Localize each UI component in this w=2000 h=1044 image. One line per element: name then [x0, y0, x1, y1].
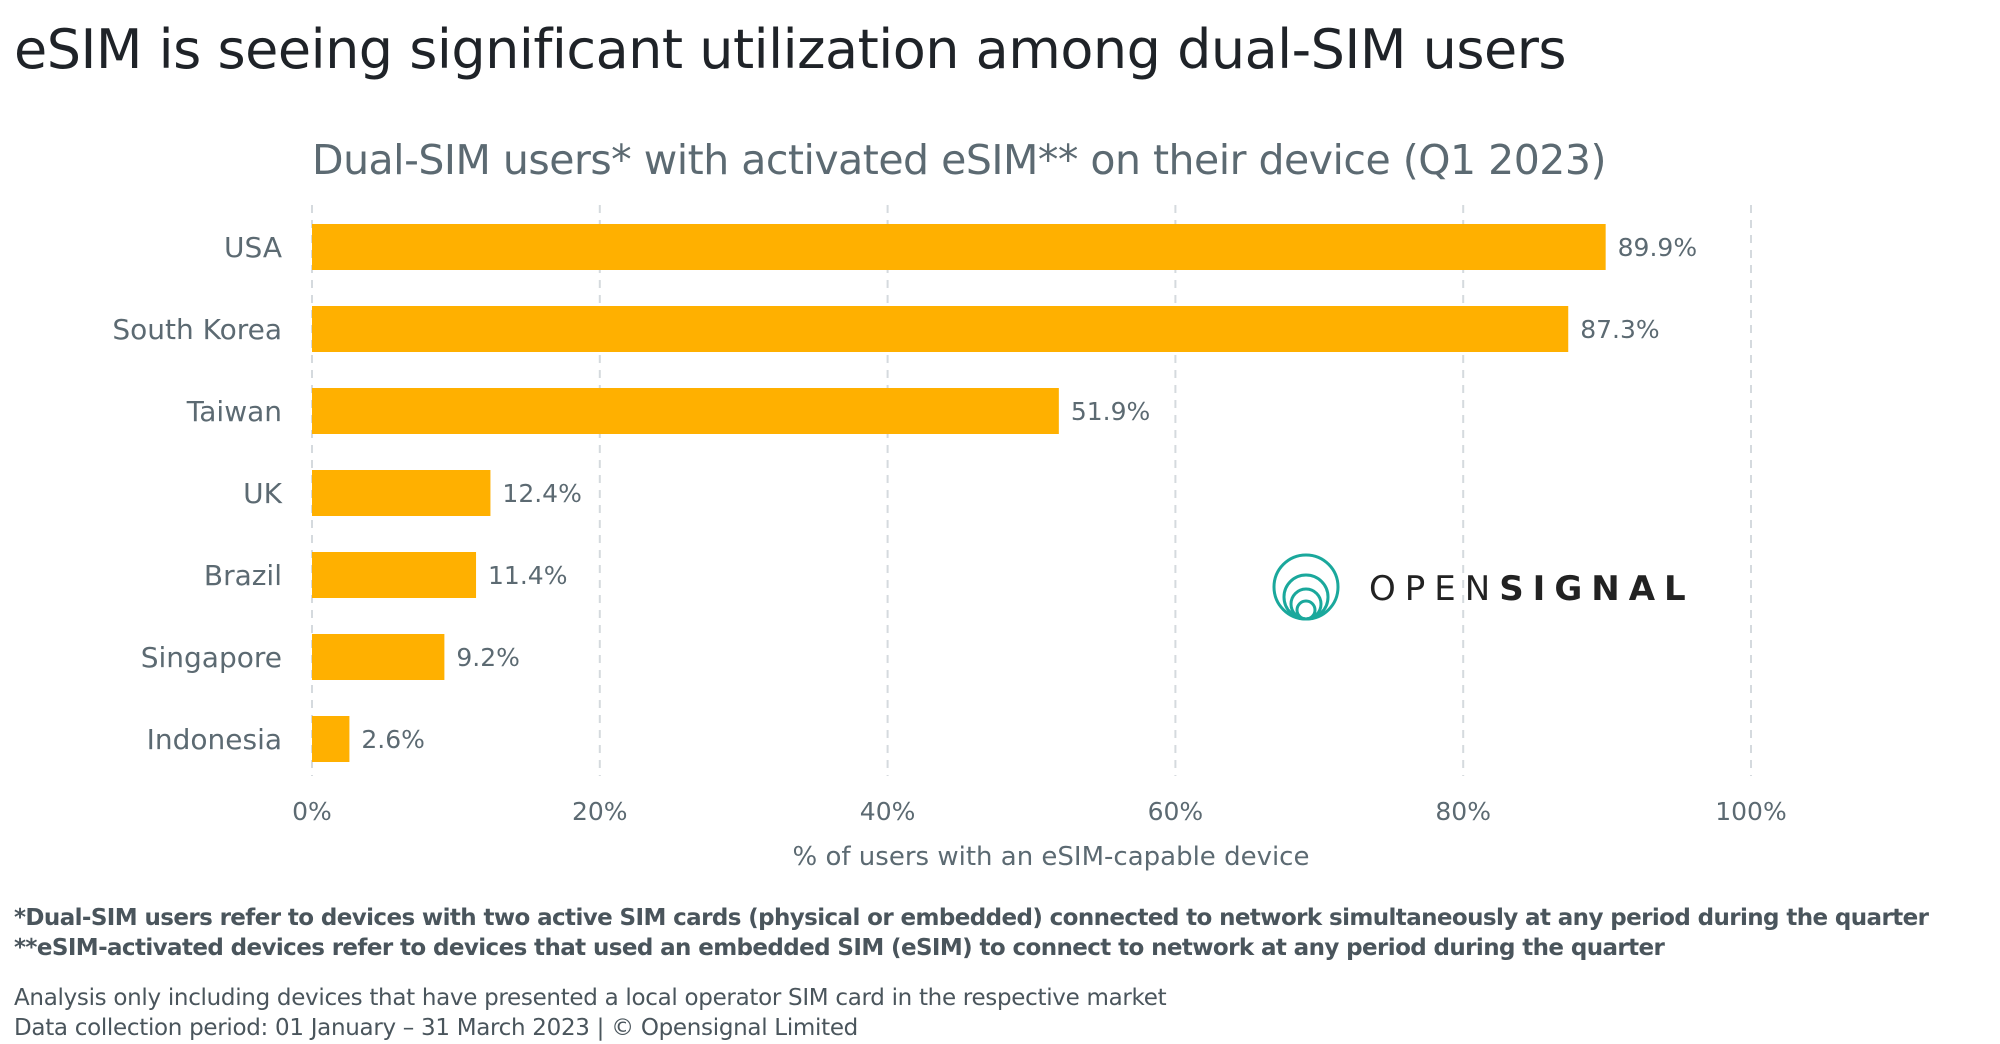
- category-label: Indonesia: [147, 723, 282, 756]
- x-tick-label: 20%: [572, 797, 628, 826]
- note-2: Data collection period: 01 January – 31 …: [14, 1015, 858, 1041]
- x-tick-label: 60%: [1148, 797, 1204, 826]
- bar: [312, 470, 491, 516]
- x-tick-label: 100%: [1715, 797, 1786, 826]
- bar-chart: 0% 20% 40% 60% 80% 100% USA 89.9% South Korea 87.…: [112, 205, 1787, 872]
- bar: [312, 634, 445, 680]
- x-tick-label: 40%: [860, 797, 916, 826]
- opensignal-logo: OPENSIGNAL: [1270, 550, 1690, 629]
- bar: [312, 306, 1569, 352]
- bar: [312, 388, 1059, 434]
- chart-title: Dual-SIM users* with activated eSIM** on…: [312, 136, 1606, 184]
- footnote-2: **eSIM-activated devices refer to device…: [14, 935, 1665, 961]
- x-tick-label: 80%: [1435, 797, 1491, 826]
- data-label: 11.4%: [488, 561, 567, 590]
- note-1: Analysis only including devices that hav…: [14, 985, 1167, 1011]
- bar: [312, 716, 350, 762]
- data-label: 89.9%: [1618, 233, 1697, 262]
- svg-text:OPENSIGNAL: OPENSIGNAL: [1369, 569, 1690, 609]
- category-label: Taiwan: [186, 395, 282, 428]
- data-label: 2.6%: [361, 725, 425, 754]
- data-label: 87.3%: [1580, 315, 1659, 344]
- category-label: Brazil: [204, 559, 282, 592]
- footnote-1: *Dual-SIM users refer to devices with tw…: [14, 905, 1929, 931]
- category-label: South Korea: [112, 313, 282, 346]
- data-label: 9.2%: [456, 643, 520, 672]
- x-tick-label: 0%: [292, 797, 332, 826]
- bar: [312, 552, 477, 598]
- opensignal-logo-icon: OPENSIGNAL: [1272, 553, 1690, 621]
- page-title: eSIM is seeing significant utilization a…: [14, 18, 1567, 81]
- data-label: 51.9%: [1071, 397, 1150, 426]
- category-label: USA: [224, 231, 282, 264]
- bar: [312, 224, 1606, 270]
- category-label: Singapore: [141, 641, 282, 674]
- logo-text-open: OPEN: [1369, 569, 1499, 609]
- x-axis-label: % of users with an eSIM-capable device: [793, 842, 1310, 872]
- logo-text-signal: SIGNAL: [1499, 569, 1690, 609]
- category-label: UK: [243, 477, 282, 510]
- data-label: 12.4%: [502, 479, 581, 508]
